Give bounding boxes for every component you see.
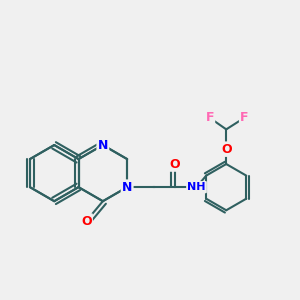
Text: F: F (240, 111, 249, 124)
Text: N: N (122, 181, 132, 194)
Text: F: F (206, 111, 214, 124)
Text: NH: NH (187, 182, 206, 192)
Text: O: O (221, 143, 232, 156)
Text: N: N (98, 139, 108, 152)
Text: O: O (81, 214, 92, 227)
Text: O: O (170, 158, 180, 170)
